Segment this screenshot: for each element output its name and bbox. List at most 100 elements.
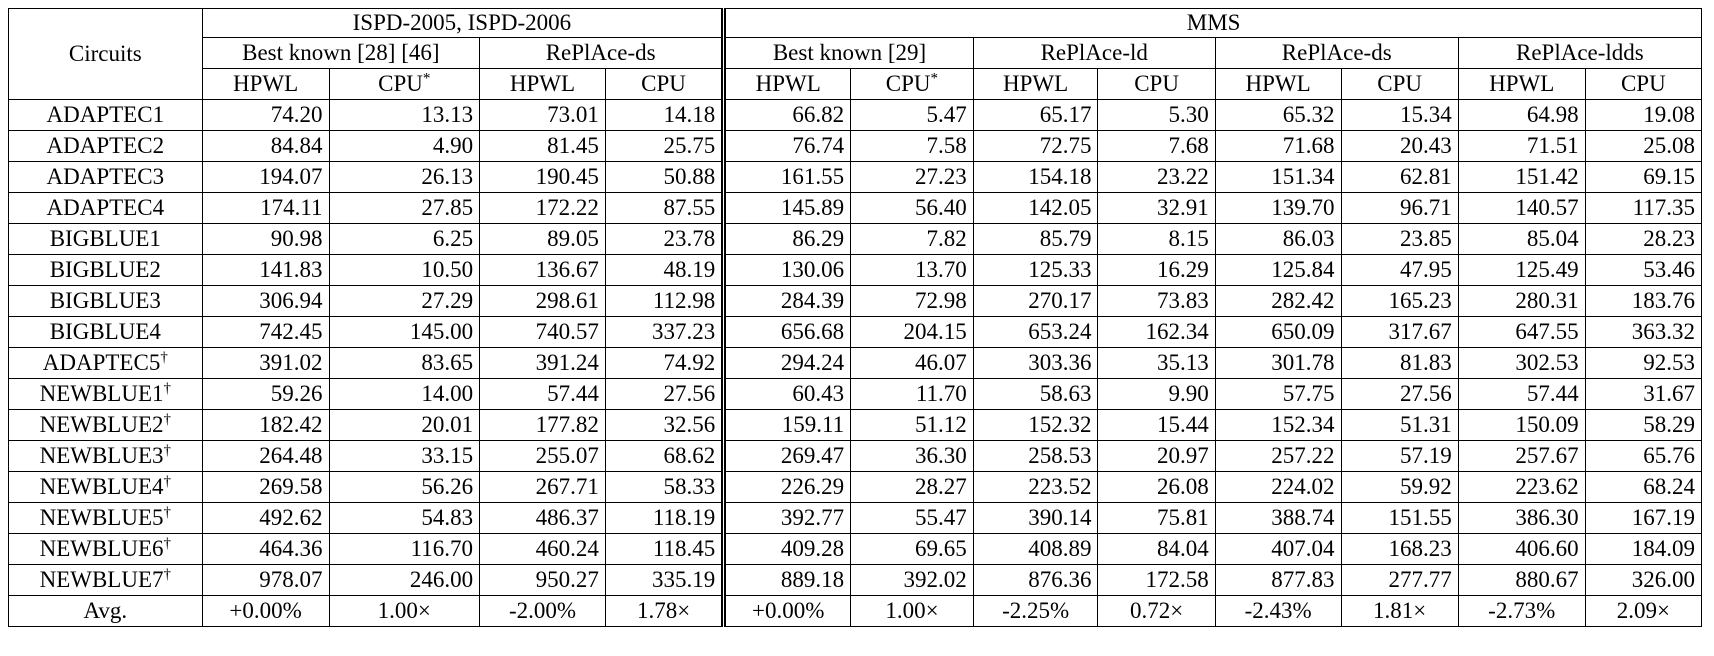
cpu-cell: 20.01 <box>328 409 481 441</box>
hpwl-cell: 656.68 <box>723 316 852 348</box>
hpwl-cell: 294.24 <box>723 347 852 379</box>
cpu-cell: 145.00 <box>328 316 481 348</box>
circuit-name: BIGBLUE4 <box>49 319 161 344</box>
hpwl-cell: 71.68 <box>1214 130 1342 162</box>
method-header-replace-ldds: RePlAce-ldds <box>1457 37 1703 69</box>
hpwl-cell: 152.32 <box>972 409 1099 441</box>
hpwl-cell: 257.22 <box>1214 440 1342 472</box>
table-row: NEWBLUE5† 492.62 54.83 486.37 118.19 392.77 55… <box>8 502 1703 534</box>
hpwl-cell: 492.62 <box>201 502 330 534</box>
dagger-mark: † <box>163 535 172 552</box>
avg-cell: 1.78× <box>604 595 727 627</box>
circuit-name-cell: NEWBLUE1† <box>8 378 203 410</box>
hpwl-cell: 889.18 <box>723 564 852 596</box>
hpwl-cell: 388.74 <box>1214 502 1342 534</box>
hpwl-cell: 136.67 <box>479 254 606 286</box>
cpu-cell: 27.56 <box>604 378 727 410</box>
cpu-cell: 6.25 <box>328 223 481 255</box>
hpwl-cell: 64.98 <box>1457 99 1586 131</box>
cpu-cell: 51.31 <box>1340 409 1459 441</box>
cpu-cell: 167.19 <box>1584 502 1703 534</box>
hpwl-cell: 59.26 <box>201 378 330 410</box>
cpu-cell: 118.45 <box>604 533 727 565</box>
cpu-cell: 26.08 <box>1097 471 1216 503</box>
cpu-cell: 57.19 <box>1340 440 1459 472</box>
hpwl-cell: 223.52 <box>972 471 1099 503</box>
table-row: BIGBLUE3 306.94 27.29 298.61 112.98 284.39 72.… <box>8 285 1703 317</box>
hpwl-cell: 269.58 <box>201 471 330 503</box>
cpu-cell: 23.22 <box>1097 161 1216 193</box>
dagger-mark: † <box>163 473 172 490</box>
hpwl-cell: 302.53 <box>1457 347 1586 379</box>
cpu-cell: 183.76 <box>1584 285 1703 317</box>
cpu-cell: 165.23 <box>1340 285 1459 317</box>
hpwl-cell: 391.24 <box>479 347 606 379</box>
hpwl-cell: 125.49 <box>1457 254 1586 286</box>
asterisk-mark: * <box>930 70 939 87</box>
circuit-name-cell: BIGBLUE4 <box>8 316 203 348</box>
hpwl-cell: 161.55 <box>723 161 852 193</box>
hpwl-cell: 154.18 <box>972 161 1099 193</box>
col-hpwl: HPWL <box>1214 68 1342 100</box>
cpu-cell: 54.83 <box>328 502 481 534</box>
table-row: ADAPTEC3 194.07 26.13 190.45 50.88 161.55 27.2… <box>8 161 1703 193</box>
table-row: ADAPTEC5† 391.02 83.65 391.24 74.92 294.24 46.… <box>8 347 1703 379</box>
hpwl-cell: 257.67 <box>1457 440 1586 472</box>
hpwl-cell: 653.24 <box>972 316 1099 348</box>
cpu-cell: 55.47 <box>850 502 974 534</box>
cpu-cell: 277.77 <box>1340 564 1459 596</box>
cpu-cell: 10.50 <box>328 254 481 286</box>
cpu-cell: 25.08 <box>1584 130 1703 162</box>
cpu-cell: 16.29 <box>1097 254 1216 286</box>
hpwl-cell: 742.45 <box>201 316 330 348</box>
hpwl-cell: 880.67 <box>1457 564 1586 596</box>
cpu-cell: 23.78 <box>604 223 727 255</box>
avg-cell: -2.25% <box>972 595 1099 627</box>
cpu-cell: 162.34 <box>1097 316 1216 348</box>
col-cpu: CPU <box>604 68 727 100</box>
hpwl-cell: 65.32 <box>1214 99 1342 131</box>
cpu-cell: 69.15 <box>1584 161 1703 193</box>
hpwl-cell: 85.79 <box>972 223 1099 255</box>
cpu-cell: 168.23 <box>1340 533 1459 565</box>
method-header-replace-ld: RePlAce-ld <box>972 37 1216 69</box>
circuit-name: BIGBLUE3 <box>49 288 161 313</box>
cpu-cell: 31.67 <box>1584 378 1703 410</box>
hpwl-cell: 264.48 <box>201 440 330 472</box>
hpwl-cell: 60.43 <box>723 378 852 410</box>
avg-cell: -2.00% <box>479 595 606 627</box>
hpwl-cell: 460.24 <box>479 533 606 565</box>
hpwl-cell: 258.53 <box>972 440 1099 472</box>
cpu-cell: 65.76 <box>1584 440 1703 472</box>
circuit-name-cell: NEWBLUE3† <box>8 440 203 472</box>
cpu-cell: 20.97 <box>1097 440 1216 472</box>
cpu-cell: 7.68 <box>1097 130 1216 162</box>
hpwl-cell: 282.42 <box>1214 285 1342 317</box>
method-header-best-ispd: Best known [28] [46] <box>201 37 481 69</box>
hpwl-cell: 224.02 <box>1214 471 1342 503</box>
circuit-name: ADAPTEC4 <box>46 195 165 220</box>
circuit-name: ADAPTEC2 <box>46 133 165 158</box>
hpwl-cell: 182.42 <box>201 409 330 441</box>
cpu-cell: 96.71 <box>1340 192 1459 224</box>
circuit-name-cell: NEWBLUE4† <box>8 471 203 503</box>
hpwl-cell: 174.11 <box>201 192 330 224</box>
hpwl-cell: 125.84 <box>1214 254 1342 286</box>
cpu-cell: 23.85 <box>1340 223 1459 255</box>
avg-cell: +0.00% <box>201 595 330 627</box>
method-header-best-mms: Best known [29] <box>723 37 974 69</box>
cpu-cell: 13.13 <box>328 99 481 131</box>
circuit-name: NEWBLUE2 <box>39 412 164 437</box>
cpu-cell: 48.19 <box>604 254 727 286</box>
cpu-cell: 33.15 <box>328 440 481 472</box>
hpwl-cell: 190.45 <box>479 161 606 193</box>
cpu-cell: 25.75 <box>604 130 727 162</box>
table-row: ADAPTEC1 74.20 13.13 73.01 14.18 66.82 5.47 65.… <box>8 99 1703 131</box>
cpu-cell: 59.92 <box>1340 471 1459 503</box>
cpu-cell: 84.04 <box>1097 533 1216 565</box>
table-row: BIGBLUE1 90.98 6.25 89.05 23.78 86.29 7.82 85.7… <box>8 223 1703 255</box>
circuit-name-cell: BIGBLUE1 <box>8 223 203 255</box>
hpwl-cell: 130.06 <box>723 254 852 286</box>
cpu-cell: 50.88 <box>604 161 727 193</box>
cpu-cell: 58.29 <box>1584 409 1703 441</box>
